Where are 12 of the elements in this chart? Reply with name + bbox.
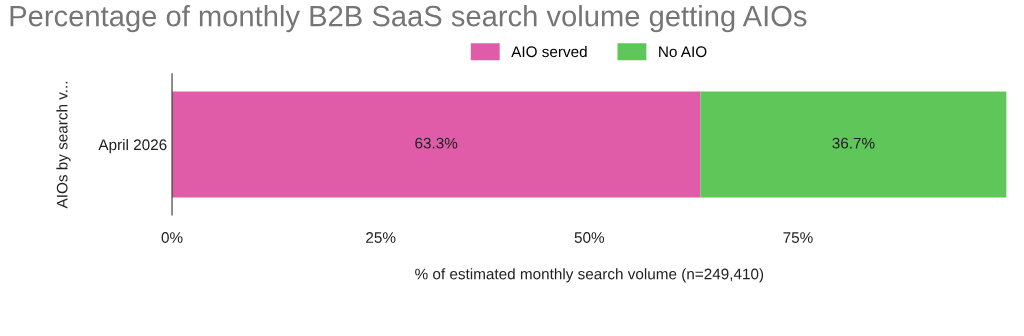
legend-label: No AIO (659, 46, 707, 58)
data-label: 36.7% (832, 137, 875, 149)
y-axis-title: AIOs by search v... (56, 81, 71, 209)
x-axis-title: % of estimated monthly search volume (n=249,410) (415, 268, 764, 283)
legend-label: AIO served (511, 45, 587, 58)
x-tick-label: 75% (783, 232, 813, 243)
data-label: 63.3% (415, 137, 458, 149)
y-tick-label: April 2026 (98, 138, 167, 154)
x-tick-label: 25% (366, 232, 396, 243)
chart-title: Percentage of monthly B2B SaaS search volume getting AIOs (10, 5, 807, 33)
x-tick-label: 50% (574, 232, 605, 243)
x-tick-label: 0% (161, 232, 183, 243)
